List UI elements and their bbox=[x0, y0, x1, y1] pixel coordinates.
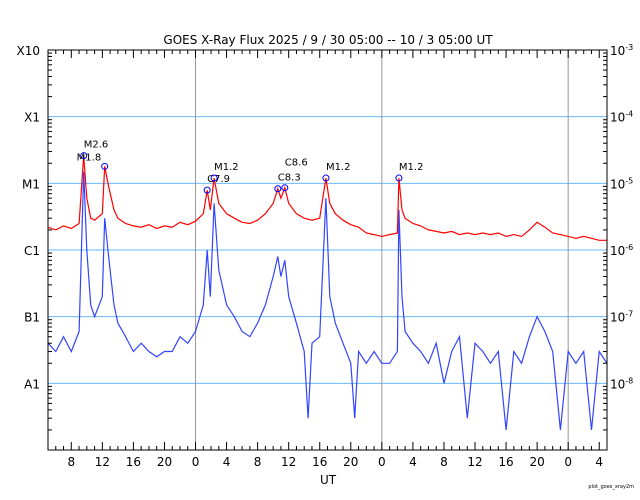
flare-marker bbox=[395, 174, 403, 182]
x-tick-label: 20 bbox=[157, 455, 172, 469]
x-tick-label: 0 bbox=[378, 455, 386, 469]
flare-marker bbox=[281, 184, 289, 192]
x-tick-label: 20 bbox=[529, 455, 544, 469]
y-tick-label-left: C1 bbox=[24, 244, 40, 258]
flare-marker bbox=[210, 174, 218, 182]
x-tick-label: 0 bbox=[192, 455, 200, 469]
x-tick-label: 20 bbox=[343, 455, 358, 469]
y-tick-label-left: A1 bbox=[24, 377, 40, 391]
flare-label: M1.8 bbox=[77, 152, 102, 163]
y-tick-label-right: 10-3 bbox=[610, 43, 633, 58]
series-line-short bbox=[47, 171, 608, 430]
flare-label: M1.2 bbox=[399, 162, 424, 173]
flare-label: M1.2 bbox=[214, 162, 239, 173]
x-tick-label: 4 bbox=[595, 455, 603, 469]
x-tick-label: 8 bbox=[440, 455, 448, 469]
flare-marker bbox=[80, 152, 88, 160]
y-tick-label-right: 10-8 bbox=[610, 376, 633, 391]
x-tick-label: 4 bbox=[409, 455, 417, 469]
y-tick-label-right: 10-6 bbox=[610, 243, 633, 258]
footer-label: plot_goes_xray2m bbox=[588, 484, 634, 490]
flare-label: C8.6 bbox=[285, 158, 308, 169]
x-tick-label: 12 bbox=[467, 455, 482, 469]
flare-label: C7.9 bbox=[207, 174, 230, 185]
x-tick-label: 4 bbox=[223, 455, 231, 469]
flare-annotations: M2.6M1.8C7.9M1.2C8.3C8.6 M1.2 M1.2 bbox=[77, 140, 424, 194]
flare-marker bbox=[101, 162, 109, 170]
x-tick-label: 8 bbox=[254, 455, 262, 469]
x-tick-label: 12 bbox=[95, 455, 110, 469]
flare-label: C8.3 bbox=[278, 173, 301, 184]
flare-label: M2.6 bbox=[84, 140, 109, 151]
y-tick-label-left: B1 bbox=[24, 311, 40, 325]
x-tick-label: 0 bbox=[564, 455, 572, 469]
flare-marker bbox=[203, 186, 211, 194]
x-tick-label: 12 bbox=[281, 455, 296, 469]
y-tick-label-left: X1 bbox=[24, 111, 40, 125]
flare-marker bbox=[322, 174, 330, 182]
y-tick-label-right: 10-5 bbox=[610, 176, 633, 191]
chart-title: GOES X-Ray Flux 2025 / 9 / 30 05:00 -- 1… bbox=[163, 33, 493, 47]
flare-marker bbox=[274, 185, 282, 193]
y-tick-label-right: 10-7 bbox=[610, 310, 633, 325]
axes: X10 X1 M1 C1 B1 A1 10-3 10-4 10-5 10-6 10-7 10-8 8 12… bbox=[17, 43, 634, 469]
x-tick-label: 16 bbox=[312, 455, 327, 469]
x-tick-label: 8 bbox=[67, 455, 75, 469]
x-tick-label: 16 bbox=[498, 455, 513, 469]
flare-label: M1.2 bbox=[326, 162, 351, 173]
y-tick-label-left: X10 bbox=[17, 44, 41, 58]
x-axis-label: UT bbox=[320, 473, 337, 487]
series-line-long bbox=[47, 155, 607, 241]
y-tick-label-left: M1 bbox=[22, 177, 40, 191]
x-tick-label: 16 bbox=[126, 455, 141, 469]
series-layer bbox=[47, 155, 608, 430]
y-tick-label-right: 10-4 bbox=[610, 110, 633, 125]
